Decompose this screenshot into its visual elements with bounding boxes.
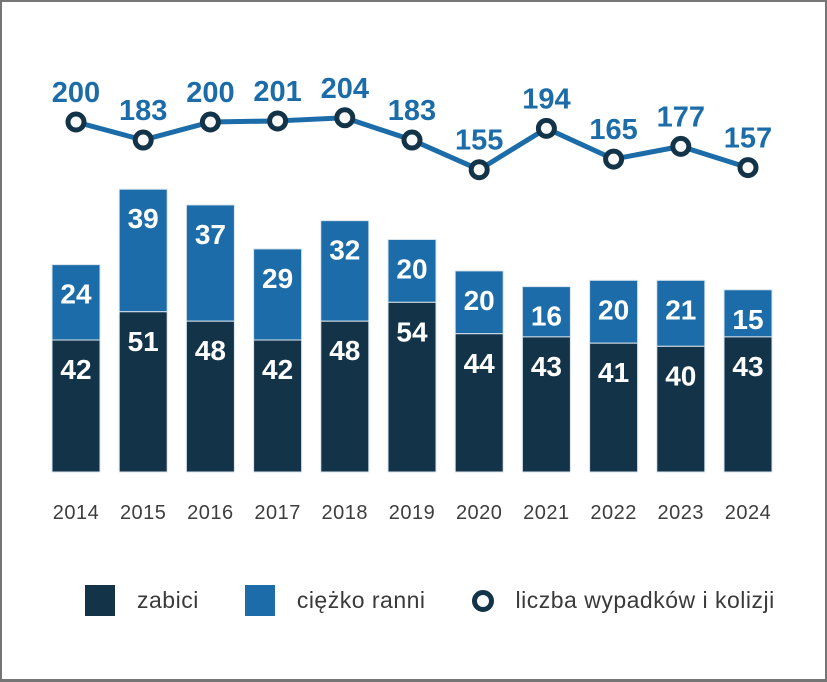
line-marker bbox=[65, 111, 87, 133]
legend-label-zabici: zabici bbox=[137, 587, 199, 613]
ciezko-ranni-swatch-icon bbox=[244, 585, 275, 616]
bar-value-label-zabici: 54 bbox=[396, 316, 428, 347]
line-marker bbox=[334, 107, 356, 129]
bar-value-label-zabici: 41 bbox=[598, 357, 629, 388]
bar-value-label-ciezko-ranni: 32 bbox=[329, 235, 360, 266]
line-value-label: 200 bbox=[52, 77, 100, 109]
bar-value-label-ciezko-ranni: 20 bbox=[396, 253, 427, 284]
bar-value-label-zabici: 48 bbox=[329, 335, 360, 366]
bar-segment-zabici bbox=[387, 301, 437, 473]
bar-value-label-zabici: 42 bbox=[60, 354, 91, 385]
line-marker bbox=[535, 117, 557, 139]
bar-segment-ciezko-ranni bbox=[723, 289, 773, 338]
bar-segment-zabici bbox=[656, 345, 706, 473]
bar-value-label-ciezko-ranni: 29 bbox=[262, 263, 293, 294]
chart-canvas: 2442201439512015374820162942201732482018… bbox=[51, 73, 773, 524]
line-marker bbox=[401, 129, 423, 151]
x-axis-year-label: 2024 bbox=[725, 502, 772, 524]
line-marker bbox=[737, 157, 759, 179]
x-axis-year-label: 2018 bbox=[322, 502, 369, 524]
liczba-wypadkow-swatch-icon bbox=[471, 589, 494, 612]
bar-segment-zabici bbox=[185, 320, 235, 473]
x-axis-year-label: 2017 bbox=[254, 502, 301, 524]
x-axis-year-label: 2021 bbox=[523, 502, 570, 524]
bar-segment-zabici bbox=[118, 311, 168, 473]
legend-label-liczba-wypadkow: liczba wypadków i kolizji bbox=[515, 587, 775, 613]
bar-segment-ciezko-ranni bbox=[589, 279, 639, 344]
bar-segment-ciezko-ranni bbox=[118, 188, 168, 313]
bar-segment-zabici bbox=[454, 333, 504, 473]
bar-segment-zabici bbox=[589, 342, 639, 473]
line-value-label: 183 bbox=[119, 95, 167, 127]
bar-value-label-zabici: 51 bbox=[128, 326, 159, 357]
bar-value-label-ciezko-ranni: 39 bbox=[128, 203, 159, 234]
x-axis-year-label: 2014 bbox=[53, 502, 100, 524]
bar-value-label-zabici: 43 bbox=[531, 351, 562, 382]
bar-segment-ciezko-ranni bbox=[51, 264, 101, 341]
bar-segment-zabici bbox=[253, 339, 303, 473]
bar-segment-zabici bbox=[320, 320, 370, 473]
legend-label-ciezko-ranni: ciężko ranni bbox=[296, 587, 426, 613]
bar-value-label-zabici: 42 bbox=[262, 354, 293, 385]
bar-value-label-ciezko-ranni: 20 bbox=[464, 285, 495, 316]
x-axis-year-label: 2020 bbox=[456, 502, 503, 524]
x-axis-year-label: 2019 bbox=[389, 502, 436, 524]
line-marker bbox=[132, 129, 154, 151]
line-value-label: 157 bbox=[724, 123, 772, 155]
bar-value-label-ciezko-ranni: 21 bbox=[665, 294, 696, 325]
x-axis-year-label: 2015 bbox=[120, 502, 167, 524]
bar-segment-zabici bbox=[723, 336, 773, 473]
bar-value-label-ciezko-ranni: 24 bbox=[60, 279, 92, 310]
line-value-label: 194 bbox=[522, 83, 570, 115]
bar-segment-zabici bbox=[521, 336, 571, 473]
bar-value-label-zabici: 43 bbox=[732, 351, 763, 382]
bar-value-label-ciezko-ranni: 15 bbox=[732, 304, 763, 335]
bar-segment-ciezko-ranni bbox=[387, 238, 437, 303]
line-marker bbox=[199, 111, 221, 133]
bar-value-label-ciezko-ranni: 20 bbox=[598, 294, 629, 325]
legend-item-liczba-wypadkow: liczba wypadków i kolizji bbox=[471, 587, 775, 614]
legend-item-ciezko-ranni: ciężko ranni bbox=[244, 585, 426, 616]
line-value-label: 155 bbox=[455, 125, 503, 157]
line-value-label: 177 bbox=[657, 101, 705, 133]
x-axis-year-label: 2022 bbox=[590, 502, 637, 524]
zabici-swatch-icon bbox=[85, 585, 115, 616]
bar-segment-zabici bbox=[51, 339, 101, 473]
line-marker bbox=[603, 148, 625, 170]
line-marker bbox=[267, 110, 289, 132]
line-marker bbox=[670, 135, 692, 157]
bar-value-label-zabici: 40 bbox=[665, 360, 696, 391]
bar-segment-ciezko-ranni bbox=[656, 279, 706, 347]
bar-value-label-ciezko-ranni: 16 bbox=[531, 301, 562, 332]
x-axis-year-label: 2016 bbox=[187, 502, 234, 524]
legend-item-zabici: zabici bbox=[85, 585, 199, 616]
line-marker bbox=[468, 159, 490, 181]
x-axis-year-label: 2023 bbox=[658, 502, 705, 524]
bar-value-label-zabici: 48 bbox=[195, 335, 226, 366]
line-value-label: 204 bbox=[321, 73, 369, 105]
bar-value-label-ciezko-ranni: 37 bbox=[195, 219, 226, 250]
line-value-label: 165 bbox=[589, 114, 637, 146]
bar-value-label-zabici: 44 bbox=[464, 348, 496, 379]
line-value-label: 201 bbox=[253, 76, 301, 108]
legend: zabici ciężko ranni liczba wypadków i ko… bbox=[85, 585, 775, 616]
line-value-label: 183 bbox=[388, 95, 436, 127]
line-value-label: 200 bbox=[186, 77, 234, 109]
